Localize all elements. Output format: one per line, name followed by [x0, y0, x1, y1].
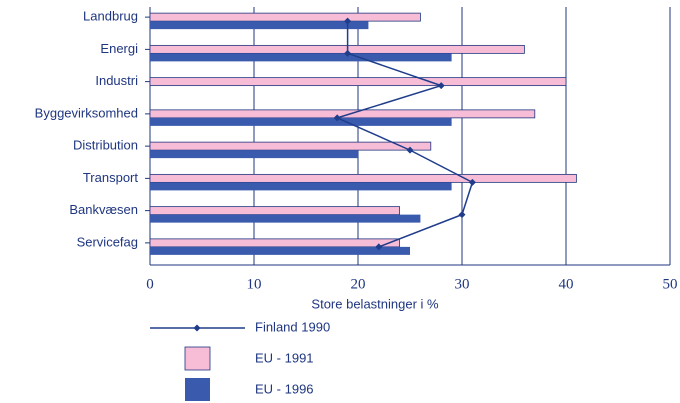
y-tick-label: Industri	[95, 73, 138, 88]
bar	[149, 77, 567, 87]
legend-marker	[193, 324, 201, 332]
x-tick-label: 0	[146, 276, 154, 292]
bar	[150, 53, 452, 62]
x-tick-label: 50	[663, 276, 678, 292]
legend-swatch	[184, 346, 211, 371]
marker	[375, 243, 383, 251]
x-axis-label: Store belastninger i %	[311, 296, 439, 311]
y-tick-label: Landbrug	[83, 9, 138, 24]
legend-label: EU - 1991	[255, 350, 314, 365]
x-tick-label: 20	[351, 276, 366, 292]
bar	[150, 117, 452, 126]
marker	[458, 211, 466, 219]
x-tick-label: 30	[455, 276, 470, 292]
marker	[344, 17, 352, 25]
bar	[150, 150, 358, 159]
marker	[406, 146, 414, 154]
bar	[150, 182, 452, 191]
y-tick-label: Bankvæsen	[69, 202, 138, 217]
bar	[149, 206, 401, 216]
y-tick-label: Energi	[100, 41, 138, 56]
bar	[149, 238, 401, 248]
x-tick-label: 40	[559, 276, 574, 292]
legend-label: Finland 1990	[255, 319, 330, 334]
bar	[149, 44, 525, 54]
y-tick-label: Distribution	[73, 138, 138, 153]
bar	[150, 214, 421, 223]
legend-label: EU - 1996	[255, 381, 314, 396]
marker	[333, 114, 341, 122]
y-tick-label: Servicefag	[77, 234, 138, 249]
x-tick-label: 10	[247, 276, 262, 292]
y-tick-label: Transport	[83, 170, 139, 185]
y-tick-label: Byggevirksomhed	[35, 105, 138, 120]
marker	[344, 49, 352, 57]
bar	[149, 141, 432, 151]
legend-swatch	[185, 378, 210, 401]
bar	[150, 246, 410, 255]
marker	[437, 82, 445, 90]
bar	[149, 12, 421, 22]
marker	[468, 178, 476, 186]
line	[335, 21, 474, 248]
bar	[149, 173, 577, 183]
bar	[150, 21, 369, 30]
